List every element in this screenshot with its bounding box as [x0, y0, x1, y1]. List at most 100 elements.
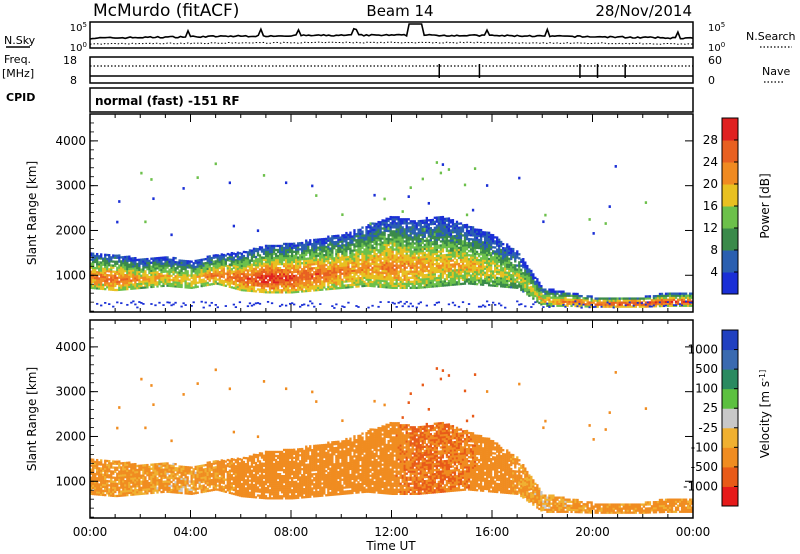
- power-cell: [447, 223, 451, 226]
- power-cell: [150, 271, 153, 274]
- power-cell: [455, 232, 459, 236]
- power-cell: [176, 283, 179, 286]
- power-cell: [339, 282, 342, 286]
- power-cell: [473, 240, 477, 243]
- power-cell: [164, 262, 167, 265]
- power-cell: [504, 306, 507, 309]
- power-cell: [176, 273, 179, 276]
- power-cell: [351, 251, 354, 254]
- power-cell: [284, 285, 288, 288]
- power-cell: [479, 247, 483, 250]
- power-cell: [417, 270, 420, 273]
- power-cell: [224, 272, 227, 275]
- power-cell: [172, 303, 175, 306]
- power-cell: [311, 283, 314, 286]
- power-cell: [516, 256, 519, 259]
- power-cell: [252, 271, 256, 275]
- power-cell: [373, 254, 376, 258]
- power-cell: [403, 276, 406, 279]
- power-cell: [278, 258, 282, 262]
- power-cell: [236, 271, 240, 275]
- power-cell: [387, 284, 390, 287]
- power-cell: [481, 257, 485, 260]
- power-cell: [132, 285, 135, 288]
- power-cell: [327, 275, 330, 279]
- power-cell: [518, 269, 521, 272]
- power-cell: [353, 247, 356, 250]
- power-cell: [238, 288, 242, 291]
- power-cell: [481, 263, 485, 266]
- power-cell: [445, 259, 449, 263]
- power-cell: [479, 259, 483, 262]
- power-cell: [268, 264, 272, 268]
- power-cell: [347, 263, 350, 267]
- power-cell: [313, 277, 316, 280]
- power-cell: [343, 286, 346, 289]
- power-cell: [383, 281, 386, 285]
- power-cell: [445, 229, 449, 232]
- power-cell: [425, 257, 428, 260]
- power-cell: [222, 276, 225, 279]
- power-cell: [441, 246, 445, 249]
- power-cell: [202, 280, 205, 283]
- power-cell: [228, 263, 231, 266]
- power-cell: [94, 254, 97, 258]
- power-cell: [182, 259, 185, 263]
- power-cell: [116, 262, 119, 265]
- power-cell: [496, 236, 499, 239]
- power-cell: [365, 256, 368, 259]
- power-cell: [429, 221, 432, 224]
- power-cell: [510, 265, 513, 269]
- power-cell: [226, 256, 229, 260]
- power-cell: [550, 300, 553, 303]
- power-cell: [524, 271, 527, 274]
- power-cell: [473, 244, 477, 247]
- power-cell: [254, 263, 258, 267]
- power-cell: [327, 277, 330, 281]
- power-cell: [278, 254, 282, 258]
- power-cell: [540, 291, 543, 294]
- power-cell: [395, 280, 398, 283]
- power-cell: [184, 280, 187, 283]
- power-cell: [518, 261, 521, 264]
- power-cell: [409, 250, 412, 253]
- power-cell: [423, 221, 426, 224]
- power-cell: [353, 261, 356, 264]
- power-cell: [461, 260, 465, 263]
- power-cell: [349, 237, 352, 240]
- power-cell: [393, 220, 396, 223]
- power-cell: [100, 283, 103, 286]
- power-cell: [522, 280, 525, 283]
- power-cell: [301, 280, 304, 283]
- power-cell: [449, 267, 453, 270]
- power-cell: [351, 285, 354, 289]
- power-cell: [156, 271, 159, 274]
- power-cell: [110, 256, 113, 259]
- power-cell: [453, 283, 457, 286]
- power-cell: [327, 265, 330, 269]
- power-cell: [349, 269, 352, 273]
- power-cell: [435, 220, 439, 223]
- power-cell: [463, 242, 467, 245]
- power-cell: [162, 284, 165, 288]
- freq-label: Freq.: [4, 53, 31, 66]
- power-cell: [413, 262, 416, 265]
- power-cell: [447, 243, 451, 246]
- power-cell: [349, 271, 352, 275]
- power-cell: [106, 280, 109, 283]
- power-cell: [264, 289, 268, 292]
- power-cell: [481, 247, 485, 250]
- power-cell: [437, 246, 441, 249]
- power-cell: [240, 256, 244, 259]
- power-cell: [122, 256, 125, 259]
- power-cell: [483, 237, 487, 240]
- power-cell: [337, 254, 340, 258]
- power-cell: [500, 269, 503, 272]
- power-cell: [439, 234, 443, 237]
- power-cell: [419, 268, 422, 271]
- power-cell: [333, 281, 336, 284]
- power-cell: [363, 242, 366, 245]
- power-cell: [256, 250, 260, 253]
- power-cell: [343, 238, 346, 241]
- power-cell: [331, 275, 334, 278]
